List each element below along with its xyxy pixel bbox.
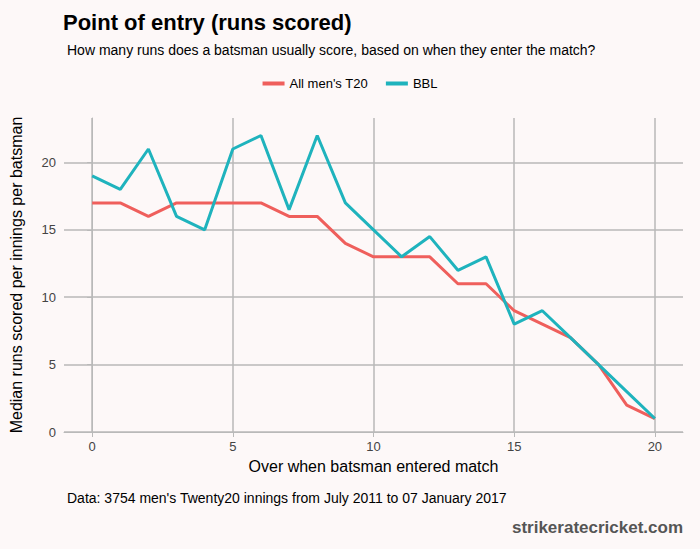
svg-text:All men's T20: All men's T20	[290, 76, 368, 91]
svg-text:5: 5	[229, 439, 236, 454]
svg-text:Median runs scored per innings: Median runs scored per innings per batsm…	[8, 117, 25, 434]
svg-text:0: 0	[49, 425, 56, 440]
svg-text:10: 10	[42, 290, 56, 305]
svg-text:15: 15	[42, 222, 56, 237]
svg-text:Data: 3754 men's Twenty20 inni: Data: 3754 men's Twenty20 innings from J…	[67, 490, 507, 506]
svg-text:Point of entry (runs scored): Point of entry (runs scored)	[63, 10, 351, 35]
svg-text:Over when batsman entered matc: Over when batsman entered match	[249, 458, 499, 475]
svg-text:5: 5	[49, 357, 56, 372]
svg-text:How many runs does a batsman u: How many runs does a batsman usually sco…	[67, 42, 596, 58]
svg-text:20: 20	[648, 439, 662, 454]
svg-text:BBL: BBL	[413, 76, 438, 91]
svg-text:15: 15	[507, 439, 521, 454]
svg-text:0: 0	[89, 439, 96, 454]
svg-text:strikeratecricket.com: strikeratecricket.com	[512, 518, 683, 537]
svg-text:20: 20	[42, 155, 56, 170]
svg-text:10: 10	[366, 439, 380, 454]
